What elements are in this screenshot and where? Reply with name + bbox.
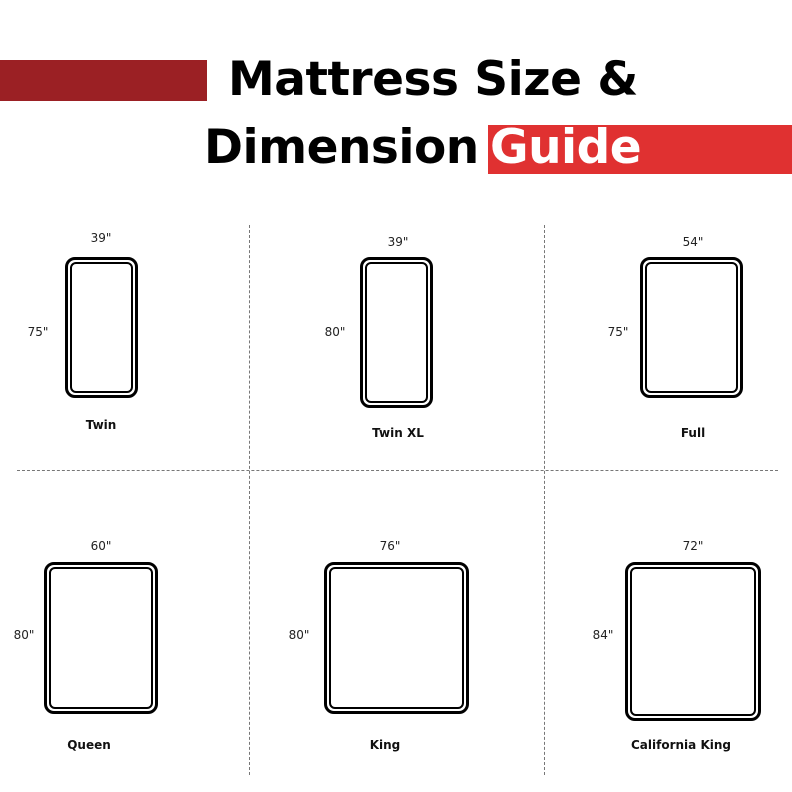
length-label: 80" — [288, 628, 310, 642]
mattress-twin-xl — [360, 257, 433, 408]
title-line-1: Mattress Size & — [228, 52, 638, 107]
mattress-king — [324, 562, 469, 714]
length-label: 75" — [27, 325, 49, 339]
width-label: 39" — [387, 235, 409, 249]
mattress-name: Twin — [85, 418, 117, 432]
mattress-twin — [65, 257, 138, 398]
width-label: 60" — [90, 539, 112, 553]
divider-vertical — [249, 225, 250, 775]
width-label: 76" — [379, 539, 401, 553]
divider-horizontal — [17, 470, 778, 471]
width-label: 39" — [90, 231, 112, 245]
mattress-california-king — [625, 562, 761, 721]
decorative-bar-dark — [0, 60, 207, 101]
length-label: 80" — [324, 325, 346, 339]
width-label: 54" — [682, 235, 704, 249]
mattress-queen — [44, 562, 158, 714]
mattress-name: California King — [631, 738, 731, 752]
width-label: 72" — [682, 539, 704, 553]
mattress-full — [640, 257, 743, 398]
mattress-name: Queen — [67, 738, 111, 752]
length-label: 75" — [607, 325, 629, 339]
divider-vertical — [544, 225, 545, 775]
length-label: 80" — [13, 628, 35, 642]
title-highlight: Guide — [490, 120, 642, 175]
highlight-bar — [488, 125, 792, 174]
mattress-name: Full — [680, 426, 706, 440]
title-line-2: Dimension — [204, 120, 479, 175]
mattress-name: King — [369, 738, 401, 752]
mattress-name: Twin XL — [372, 426, 424, 440]
length-label: 84" — [592, 628, 614, 642]
